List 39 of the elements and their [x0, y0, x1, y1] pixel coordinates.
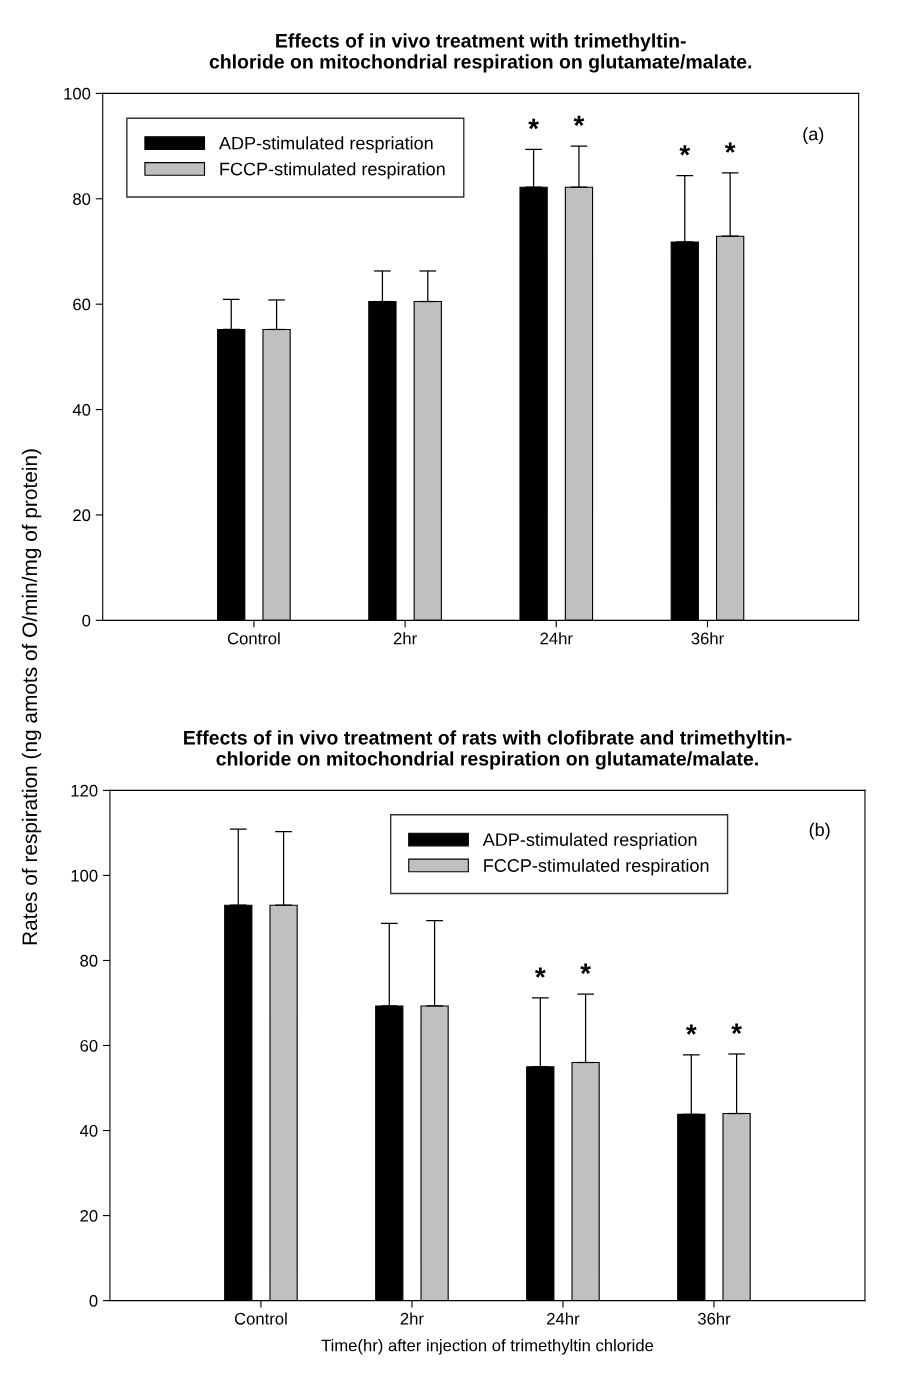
y-tick-label: 80	[80, 954, 98, 967]
y-tick-label: 20	[80, 1209, 98, 1222]
x-tick-label: Control	[234, 1312, 287, 1325]
legend-label: FCCP-stimulated respiration	[484, 858, 709, 876]
annotation: *	[573, 115, 585, 126]
chart-title: Effects of in vivo treatment of rats with clofibrate and trimethyltin- chloride on mitochondrial respiration on glutamate/malate.	[184, 730, 792, 770]
annotation: (b)	[809, 822, 830, 840]
legend-label: FCCP-stimulated respiration	[220, 162, 445, 179]
y-tick-label: 0	[82, 614, 91, 627]
x-tick-label: 2hr	[400, 1312, 424, 1325]
y-tick-label: 100	[71, 869, 98, 882]
x-tick-label: 36hr	[691, 632, 724, 645]
annotation: *	[685, 1024, 697, 1035]
y-tick-label: 60	[80, 1039, 98, 1052]
x-tick-label: 24hr	[547, 1312, 580, 1325]
y-tick-label: 120	[71, 784, 98, 797]
annotation: (a)	[803, 127, 824, 144]
y-tick-label: 0	[89, 1295, 98, 1307]
annotation: *	[534, 967, 546, 978]
annotation: *	[580, 963, 591, 974]
annotation: *	[731, 1023, 742, 1034]
annotation: *	[724, 142, 736, 153]
x-tick-label: Control	[227, 632, 280, 645]
x-tick-label: 2hr	[393, 632, 417, 645]
annotation: *	[679, 145, 691, 156]
annotation: *	[528, 118, 539, 130]
y-tick-label: 40	[79, 1124, 98, 1137]
y-tick-label: 20	[73, 509, 91, 522]
x-tick-label: 36hr	[697, 1312, 731, 1325]
x-tick-label: 24hr	[540, 632, 573, 645]
y-tick-label: 100	[64, 87, 91, 100]
x-axis-title: Time(hr) after injection of trimethyltin chloride	[321, 1339, 654, 1355]
y-tick-label: 60	[73, 298, 91, 311]
y-tick-label: 40	[72, 403, 91, 416]
y-axis-title: Rates of respiration (ng amots of O/min/mg of protein)	[21, 449, 42, 945]
legend-label: ADP-stimulated respriation	[482, 832, 697, 850]
chart-title: Effects of in vivo treatment with trimethyltin- chloride on mitochondrial respiration on glutamate/malate.	[209, 33, 752, 73]
legend-label: ADP-stimulated respriation	[218, 136, 433, 154]
y-tick-label: 80	[73, 193, 91, 205]
